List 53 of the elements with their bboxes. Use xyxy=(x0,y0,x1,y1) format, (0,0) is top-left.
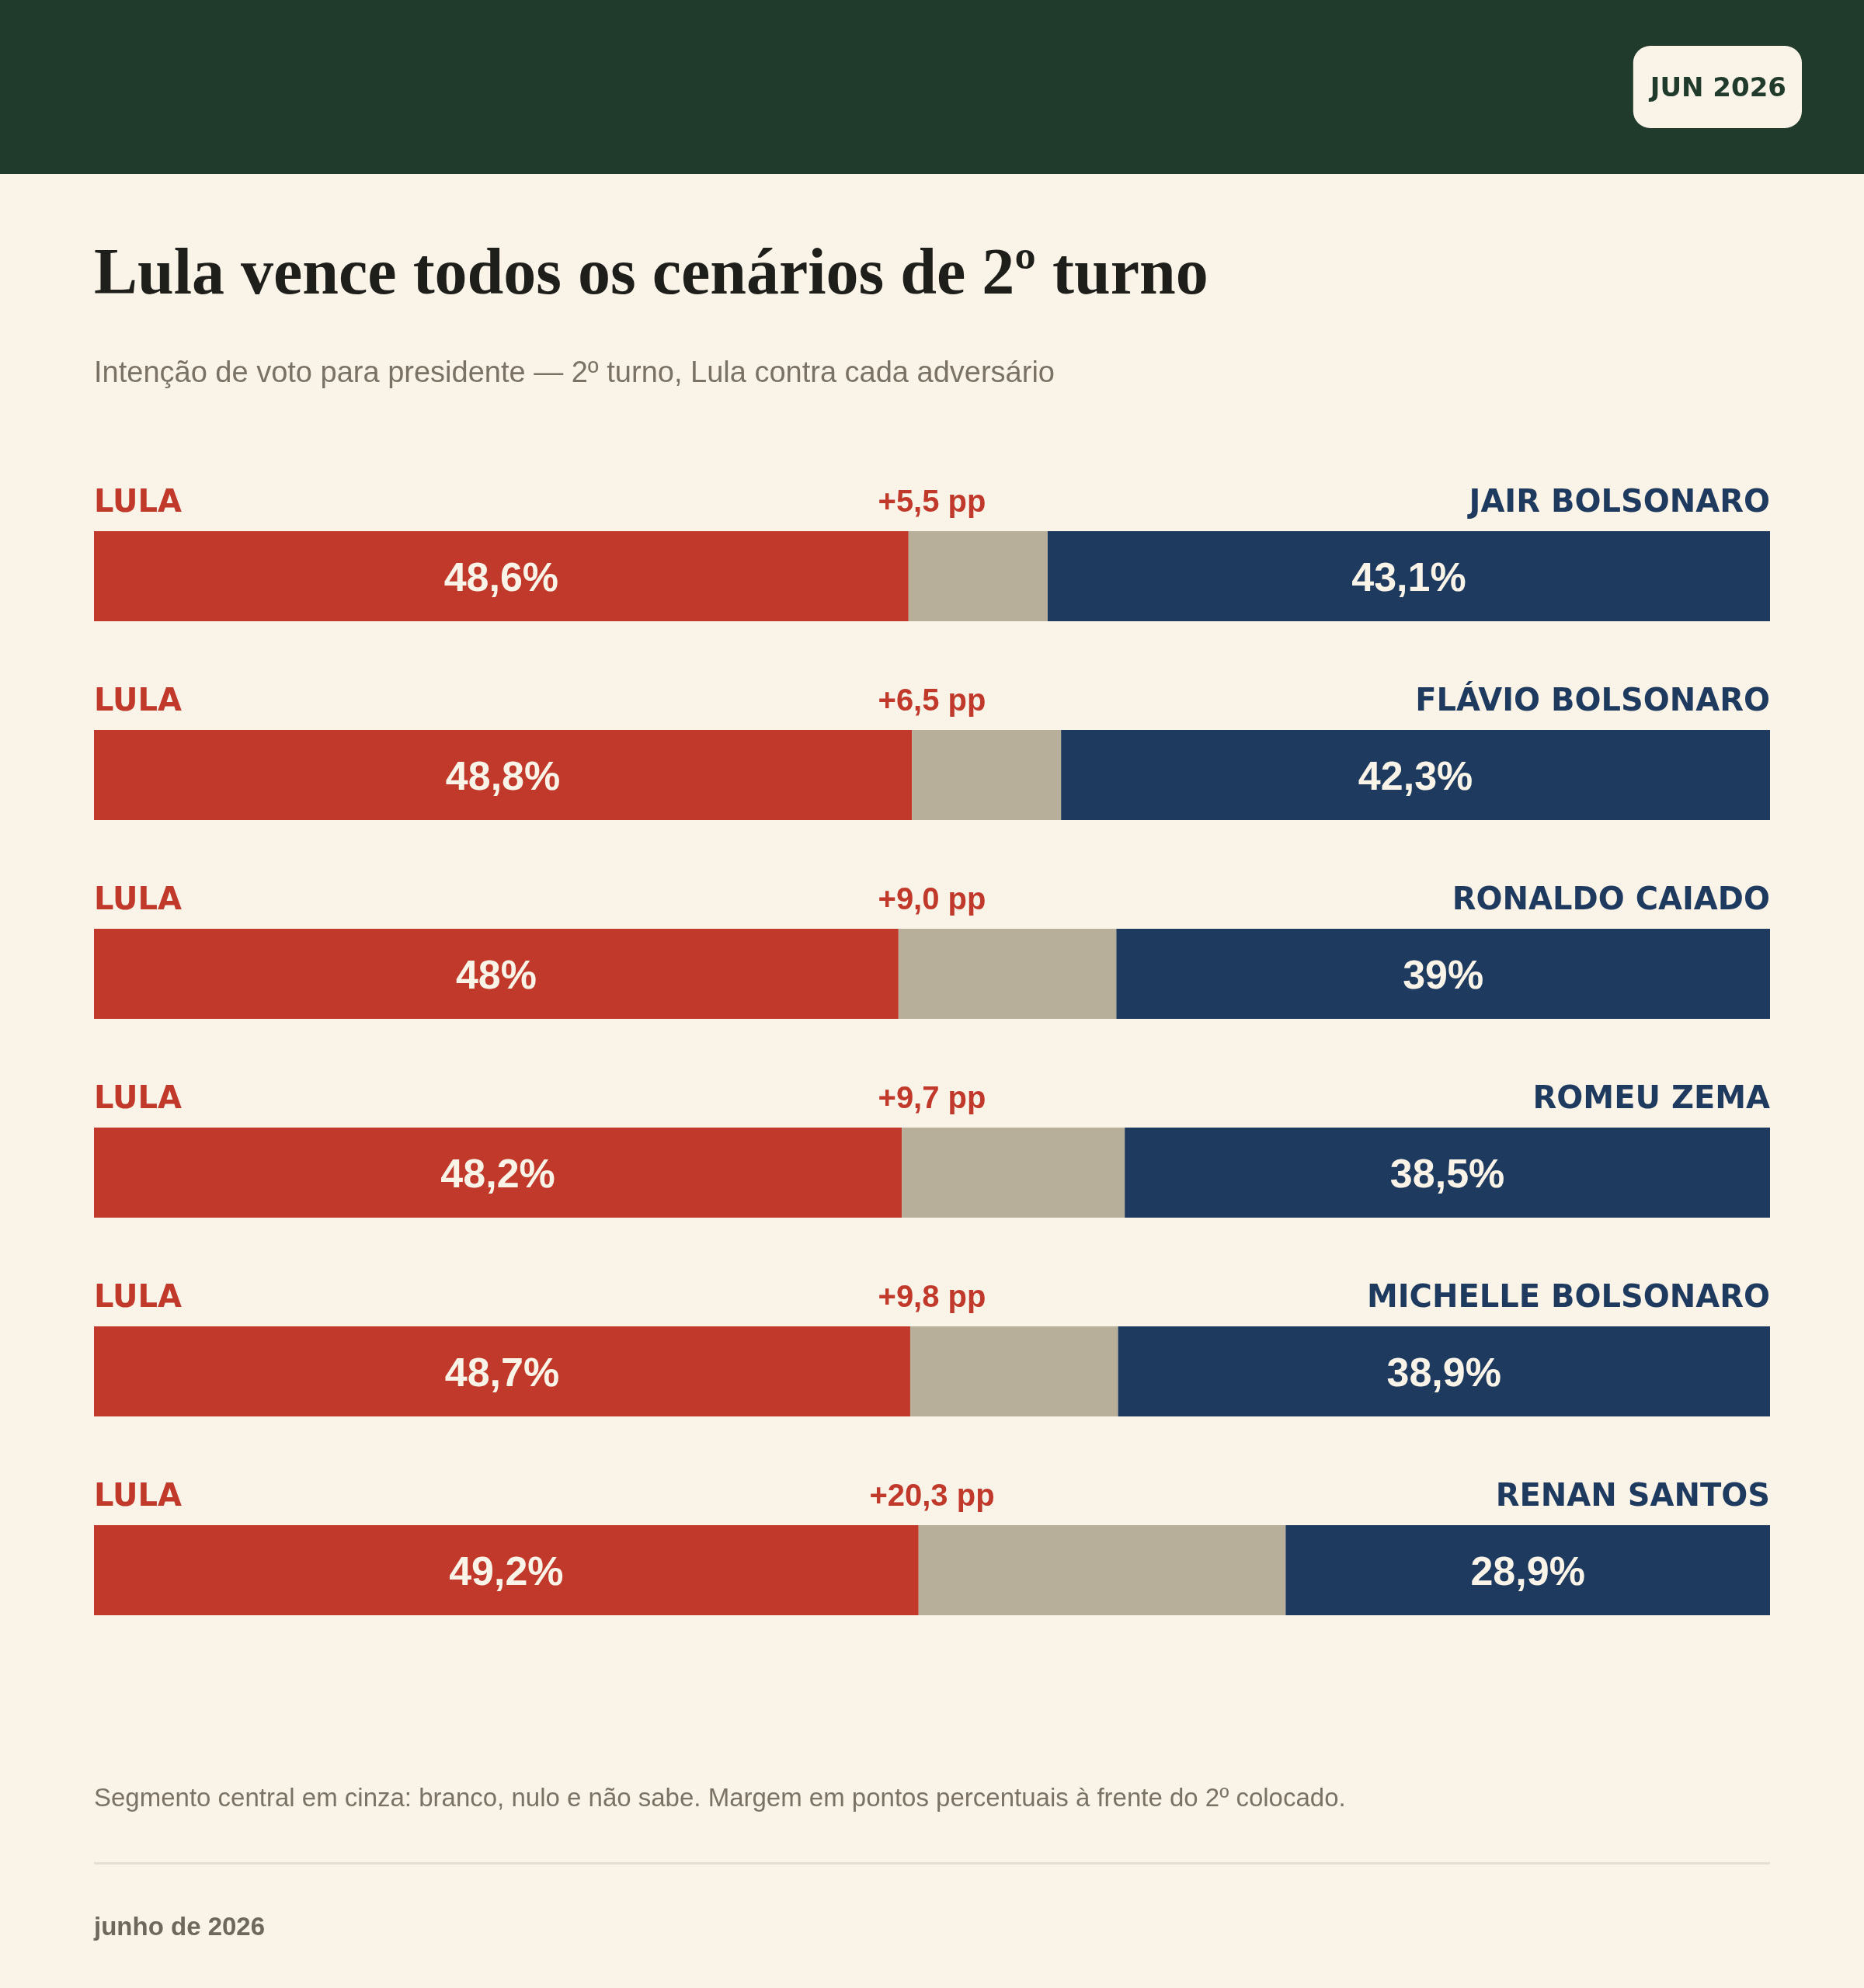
bar xyxy=(94,1128,902,1218)
text: junho de 2026 xyxy=(93,1912,266,1941)
bar xyxy=(94,1326,910,1416)
data-label: 48,2% xyxy=(440,1150,555,1196)
data-label: 43,1% xyxy=(1351,554,1466,600)
bar xyxy=(908,531,1048,621)
y-tick-label: ROMEU ZEMA xyxy=(1532,1079,1771,1115)
data-label: 48,6% xyxy=(443,554,559,600)
y-tick-label: JAIR BOLSONARO xyxy=(1466,483,1770,519)
bar xyxy=(1125,1128,1770,1218)
chart-title: Lula vence todos os cenários de 2º turno xyxy=(94,235,1208,308)
data-label: 48% xyxy=(455,951,537,997)
text: LULA xyxy=(94,1079,182,1115)
bar xyxy=(1116,929,1770,1019)
bar xyxy=(94,730,913,820)
data-label: 38,5% xyxy=(1389,1150,1505,1196)
text: LULA xyxy=(94,682,182,718)
data-label: 38,9% xyxy=(1386,1349,1501,1395)
text: LULA xyxy=(94,1278,182,1314)
bar xyxy=(918,1525,1286,1615)
bar xyxy=(912,730,1062,820)
annotation: +6,5 pp xyxy=(878,683,986,717)
bar xyxy=(94,929,899,1019)
y-tick-label: MICHELLE BOLSONARO xyxy=(1366,1278,1770,1314)
bar xyxy=(902,1128,1125,1218)
data-label: 28,9% xyxy=(1470,1548,1585,1594)
annotation: +20,3 pp xyxy=(869,1478,995,1512)
data-label: 48,8% xyxy=(445,752,561,798)
bar xyxy=(1285,1525,1770,1615)
chart-subtitle: Intenção de voto para presidente — 2º turno, Lula contra cada adversário xyxy=(94,356,1055,388)
bar xyxy=(898,929,1117,1019)
text: LULA xyxy=(94,881,182,916)
series-label: LULA xyxy=(94,483,183,519)
text: LULA xyxy=(94,1477,182,1513)
data-label: 48,7% xyxy=(444,1349,560,1395)
bar xyxy=(1118,1326,1770,1416)
bar xyxy=(94,531,909,621)
data-label: 49,2% xyxy=(449,1548,564,1594)
annotation: +9,8 pp xyxy=(878,1279,986,1313)
annotation: +9,7 pp xyxy=(878,1080,986,1114)
bar xyxy=(1061,730,1770,820)
bar xyxy=(909,1326,1118,1416)
bar xyxy=(1047,531,1770,621)
y-tick-label: RENAN SANTOS xyxy=(1495,1477,1770,1513)
data-label: 39% xyxy=(1403,951,1484,997)
text: Segmento central em cinza: branco, nulo e não sabe. Margem em pontos percentuais à frente do 2º colocado. xyxy=(94,1783,1346,1812)
annotation: +5,5 pp xyxy=(878,484,986,518)
bar xyxy=(94,1525,919,1615)
y-tick-label: FLÁVIO BOLSONARO xyxy=(1415,681,1770,718)
text: JUN 2026 xyxy=(1648,71,1786,103)
data-label: 42,3% xyxy=(1358,752,1473,798)
y-tick-label: RONALDO CAIADO xyxy=(1452,881,1770,916)
annotation: +9,0 pp xyxy=(878,881,986,916)
